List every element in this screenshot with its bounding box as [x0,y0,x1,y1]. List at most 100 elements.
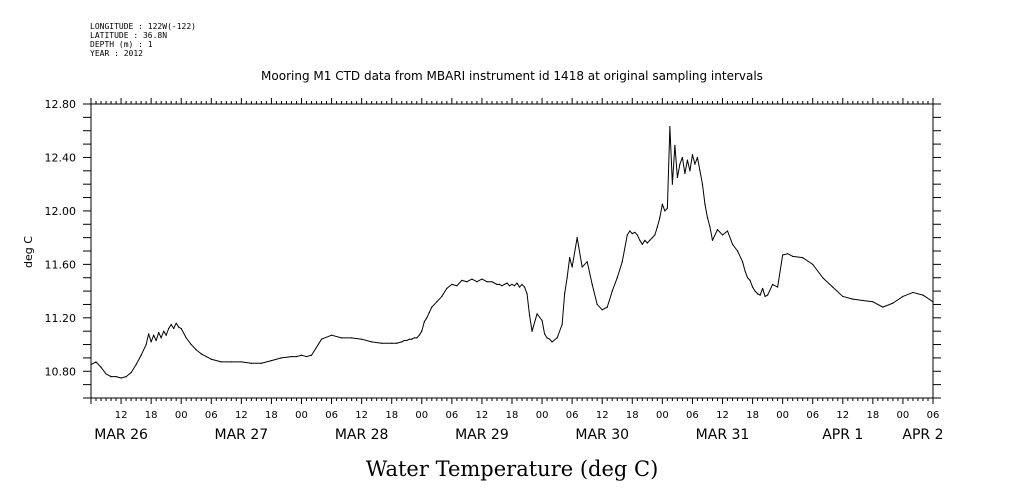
data-point [676,176,678,179]
data-point [180,327,182,330]
data-point [391,342,393,344]
data-point [832,286,834,288]
data-point [110,376,112,378]
data-point [912,291,914,294]
series-group [90,126,934,379]
data-point [674,144,676,147]
data-point [792,255,794,257]
data-point [656,226,658,228]
plot-frame [90,103,934,399]
data-point [561,323,563,326]
data-point [351,337,353,339]
data-point [696,156,699,159]
data-point [178,326,180,328]
data-point [822,277,824,279]
data-point [664,210,666,212]
data-point [501,285,503,287]
data-point [691,154,694,156]
data-point [471,278,473,280]
x-tick-label: 00 [897,410,910,421]
data-point [882,306,884,308]
x-day-label: MAR 27 [215,427,269,443]
x-tick-label: 00 [656,410,669,421]
data-point [666,207,668,209]
data-point [491,281,493,283]
data-point [569,257,571,259]
data-point [751,286,754,288]
data-point [759,294,761,296]
data-point [649,239,651,241]
data-point [586,261,588,263]
data-point [511,283,513,286]
x-day-label: MAR 26 [94,427,148,443]
data-point [240,361,242,363]
data-point [787,253,789,255]
data-point [105,373,107,375]
data-point [706,216,709,219]
data-point [704,203,706,205]
x-tick-label: 06 [445,410,458,421]
data-point [764,295,766,298]
data-point [526,293,528,295]
data-point [120,377,122,379]
data-point [371,341,373,343]
depth-text: DEPTH (m) : 1 [90,40,153,49]
data-point [689,170,691,172]
x-tick-label: 06 [566,410,579,421]
y-tick-label: 12.00 [45,205,77,218]
data-point [654,234,656,236]
data-point [506,282,508,284]
x-day-label: APR 2 [902,427,943,443]
data-point [401,341,403,343]
data-point [726,230,729,232]
data-point [396,342,398,344]
data-point [90,363,92,366]
data-point [295,355,298,358]
data-point [521,283,523,286]
data-point [200,353,202,355]
data-point [220,361,222,363]
x-tick-label: 12 [836,410,849,421]
data-point [130,372,132,374]
data-point [148,333,150,335]
x-tick-label: 12 [355,410,368,421]
x-tick-label: 06 [325,410,338,421]
x-tick-label: 12 [115,410,128,421]
data-point [802,257,804,259]
data-point [754,290,756,292]
data-point [716,229,719,231]
data-point [476,281,478,283]
data-point [230,361,232,363]
data-point [756,293,759,295]
data-point [431,306,433,308]
data-point [486,281,488,283]
data-point [684,172,686,175]
data-point [160,337,162,339]
data-point [616,277,618,279]
data-point [330,334,333,336]
data-point [436,301,438,303]
data-point [406,339,408,342]
data-point [456,285,458,287]
data-point [145,343,147,346]
data-point [551,341,553,343]
data-point [639,239,641,241]
data-point [932,301,934,303]
data-point [709,226,711,228]
data-point [606,306,608,308]
x-day-label: MAR 31 [696,427,750,443]
x-tick-label: 00 [776,410,789,421]
data-point [646,242,648,244]
data-point [777,286,779,288]
data-point [576,237,578,239]
axes: 12 18 00 06 12 18 00 06 12 18 00 06 12 18 00 06 12 18 00 06… [45,98,944,443]
data-point [280,357,283,359]
data-point [428,311,430,314]
data-point [481,278,483,280]
data-point [601,309,603,311]
x-tick-label: 06 [686,410,699,421]
data-point [518,286,521,288]
data-point [168,327,170,330]
x-tick-label: 06 [927,410,940,421]
data-point [421,330,423,332]
